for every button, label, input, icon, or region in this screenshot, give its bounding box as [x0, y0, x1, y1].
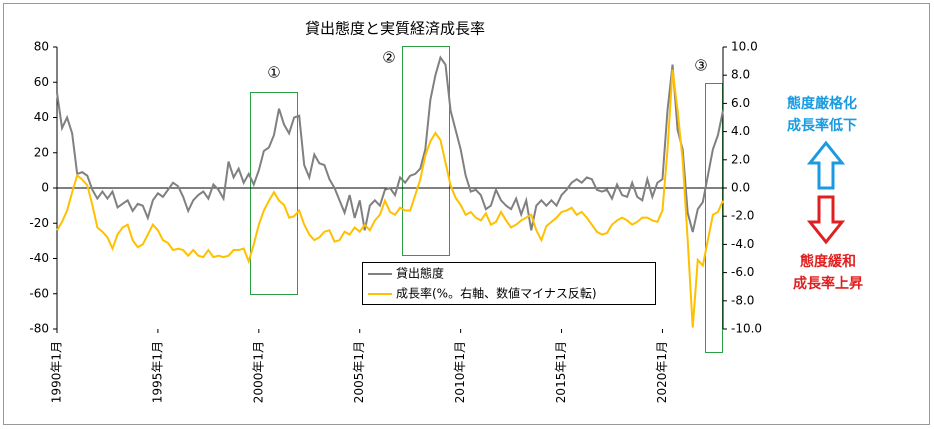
side-note: 成長率上昇: [793, 275, 863, 292]
annotation: ②: [382, 49, 395, 67]
y-tick-label: -20: [29, 216, 49, 230]
chart-title: 貸出態度と実質経済成長率: [305, 20, 485, 38]
y2-tick-label: -8.0: [731, 293, 754, 307]
x-tick-label: 2000年1月: [251, 341, 265, 403]
series-line: [56, 69, 724, 328]
y2-tick-label: 0.0: [731, 181, 750, 195]
y-tick-label: -80: [29, 322, 49, 336]
period-box: [402, 46, 450, 256]
side-note: 態度緩和: [800, 253, 856, 270]
y-tick-label: 20: [34, 145, 49, 159]
y2-tick-label: 10.0: [731, 40, 758, 54]
up-arrow: [806, 140, 846, 190]
annotation: ①: [267, 64, 280, 82]
x-tick-label: 2005年1月: [352, 341, 366, 403]
down-arrow: [806, 195, 846, 245]
y2-tick-label: -6.0: [731, 265, 754, 279]
legend-label: 貸出態度: [396, 266, 444, 281]
x-tick-label: 2010年1月: [453, 341, 467, 403]
y2-tick-label: 6.0: [731, 96, 750, 110]
period-box: [250, 92, 298, 295]
x-tick-label: 1995年1月: [150, 341, 164, 403]
legend-box: [362, 262, 656, 305]
y-tick-label: -60: [29, 286, 49, 300]
y-tick-label: 40: [34, 110, 49, 124]
x-tick-label: 1990年1月: [50, 341, 64, 403]
y-tick-label: 60: [34, 75, 49, 89]
y2-tick-label: 4.0: [731, 124, 750, 138]
y2-tick-label: -10.0: [731, 322, 762, 336]
x-tick-label: 2015年1月: [554, 341, 568, 403]
series-line: [56, 55, 724, 233]
side-note: 態度厳格化: [787, 95, 857, 112]
y2-tick-label: -4.0: [731, 237, 754, 251]
side-note: 成長率低下: [787, 117, 857, 134]
legend-label: 成長率(%。右軸、数値マイナス反転): [396, 286, 597, 301]
annotation: ③: [694, 57, 707, 75]
y-tick-label: 0: [41, 181, 49, 195]
y2-tick-label: 2.0: [731, 152, 750, 166]
x-tick-label: 2020年1月: [655, 341, 669, 403]
y-tick-label: 80: [34, 40, 49, 54]
y2-tick-label: 8.0: [731, 68, 750, 82]
y-tick-label: -40: [29, 251, 49, 265]
y2-tick-label: -2.0: [731, 209, 754, 223]
